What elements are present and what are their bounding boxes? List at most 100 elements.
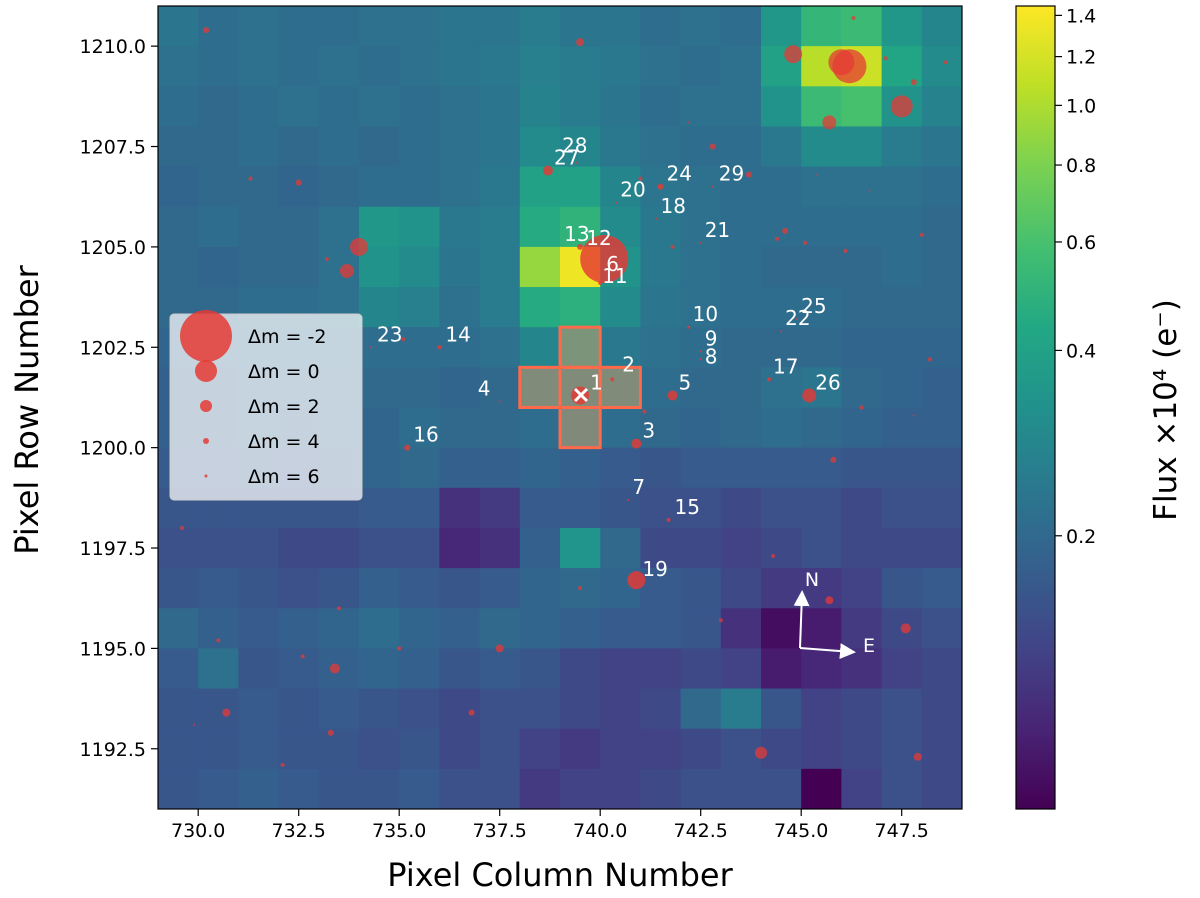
flux-cell — [680, 86, 722, 128]
flux-cell — [921, 367, 962, 409]
flux-cell — [359, 648, 400, 690]
background-source — [771, 554, 776, 559]
flux-cell — [761, 447, 802, 489]
flux-cell — [600, 126, 641, 168]
flux-cell — [158, 126, 199, 168]
flux-cell — [600, 46, 641, 87]
x-tick-label: 740.0 — [573, 820, 627, 842]
flux-cell — [680, 287, 722, 328]
background-source — [745, 171, 752, 178]
background-source — [576, 38, 585, 47]
x-tick-label: 732.5 — [271, 820, 325, 842]
flux-cell — [359, 6, 400, 47]
flux-cell — [761, 407, 802, 449]
flux-cell — [680, 487, 722, 529]
flux-cell — [359, 728, 400, 770]
flux-cell — [238, 86, 280, 128]
background-source — [828, 49, 855, 76]
flux-cell — [801, 6, 842, 47]
flux-cell — [921, 407, 962, 449]
flux-cell — [720, 367, 762, 409]
flux-cell — [198, 46, 239, 87]
flux-cell — [801, 126, 842, 168]
background-source — [180, 525, 185, 530]
flux-cell — [359, 327, 400, 368]
legend-marker — [204, 474, 208, 478]
flux-cell — [600, 608, 641, 649]
flux-cell — [921, 287, 962, 328]
source-marker-2 — [610, 377, 615, 382]
source-marker-23 — [370, 346, 373, 349]
flux-cell — [278, 6, 320, 47]
flux-cell — [720, 447, 762, 489]
flux-cell — [720, 728, 762, 770]
flux-cell — [881, 568, 923, 609]
flux-cell — [761, 527, 802, 569]
flux-cell — [479, 688, 521, 730]
flux-cell — [278, 86, 320, 128]
flux-cell — [761, 126, 802, 168]
flux-cell — [439, 246, 481, 288]
flux-cell — [761, 287, 802, 328]
flux-cell — [479, 768, 521, 809]
flux-cell — [801, 688, 842, 730]
flux-cell — [479, 246, 521, 288]
background-source — [843, 248, 848, 253]
flux-cell — [881, 527, 923, 569]
flux-cell — [841, 327, 883, 368]
flux-cell — [560, 688, 601, 730]
flux-cell — [801, 608, 842, 649]
source-marker-25 — [796, 318, 799, 321]
flux-cell — [479, 126, 521, 168]
source-marker-8 — [699, 358, 702, 361]
flux-cell — [318, 46, 360, 87]
flux-cell — [519, 327, 561, 368]
background-source — [851, 16, 856, 21]
source-label-29: 29 — [719, 162, 744, 186]
flux-cell — [519, 166, 561, 208]
flux-cell — [278, 728, 320, 770]
flux-cell — [519, 527, 561, 569]
flux-cell — [841, 447, 883, 489]
flux-cell — [921, 527, 962, 569]
flux-cell — [359, 487, 400, 529]
flux-cell — [238, 688, 280, 730]
flux-cell — [198, 86, 239, 128]
flux-cell — [600, 728, 641, 770]
colorbar-tick-label: 0.2 — [1066, 526, 1096, 548]
flux-cell — [479, 206, 521, 248]
flux-cell — [801, 246, 842, 288]
background-source — [919, 232, 924, 237]
flux-cell — [439, 568, 481, 609]
flux-cell — [479, 728, 521, 770]
flux-cell — [921, 447, 962, 489]
flux-cell — [921, 648, 962, 690]
flux-cell — [680, 6, 722, 47]
flux-cell — [640, 648, 682, 690]
flux-cell — [439, 608, 481, 649]
flux-cell — [720, 246, 762, 288]
flux-cell — [600, 86, 641, 128]
flux-cell — [841, 407, 883, 449]
flux-cell — [359, 568, 400, 609]
flux-cell — [399, 608, 440, 649]
compass: N E — [793, 569, 875, 660]
flux-cell — [439, 648, 481, 690]
background-source — [193, 723, 196, 726]
background-source — [468, 709, 475, 716]
flux-cell — [519, 608, 561, 649]
background-source — [642, 409, 647, 414]
flux-cell — [640, 126, 682, 168]
background-source — [216, 638, 221, 643]
legend-label: Δm = 2 — [248, 396, 320, 418]
source-label-13: 13 — [564, 222, 589, 246]
background-source — [397, 646, 402, 651]
flux-cell — [479, 648, 521, 690]
flux-cell — [640, 46, 682, 87]
legend-label: Δm = 4 — [248, 431, 320, 453]
colorbar-tick-label: 0.8 — [1066, 155, 1096, 177]
source-label-25: 25 — [801, 294, 826, 318]
flux-cell — [600, 487, 641, 529]
flux-cell — [519, 688, 561, 730]
flux-cell — [238, 728, 280, 770]
